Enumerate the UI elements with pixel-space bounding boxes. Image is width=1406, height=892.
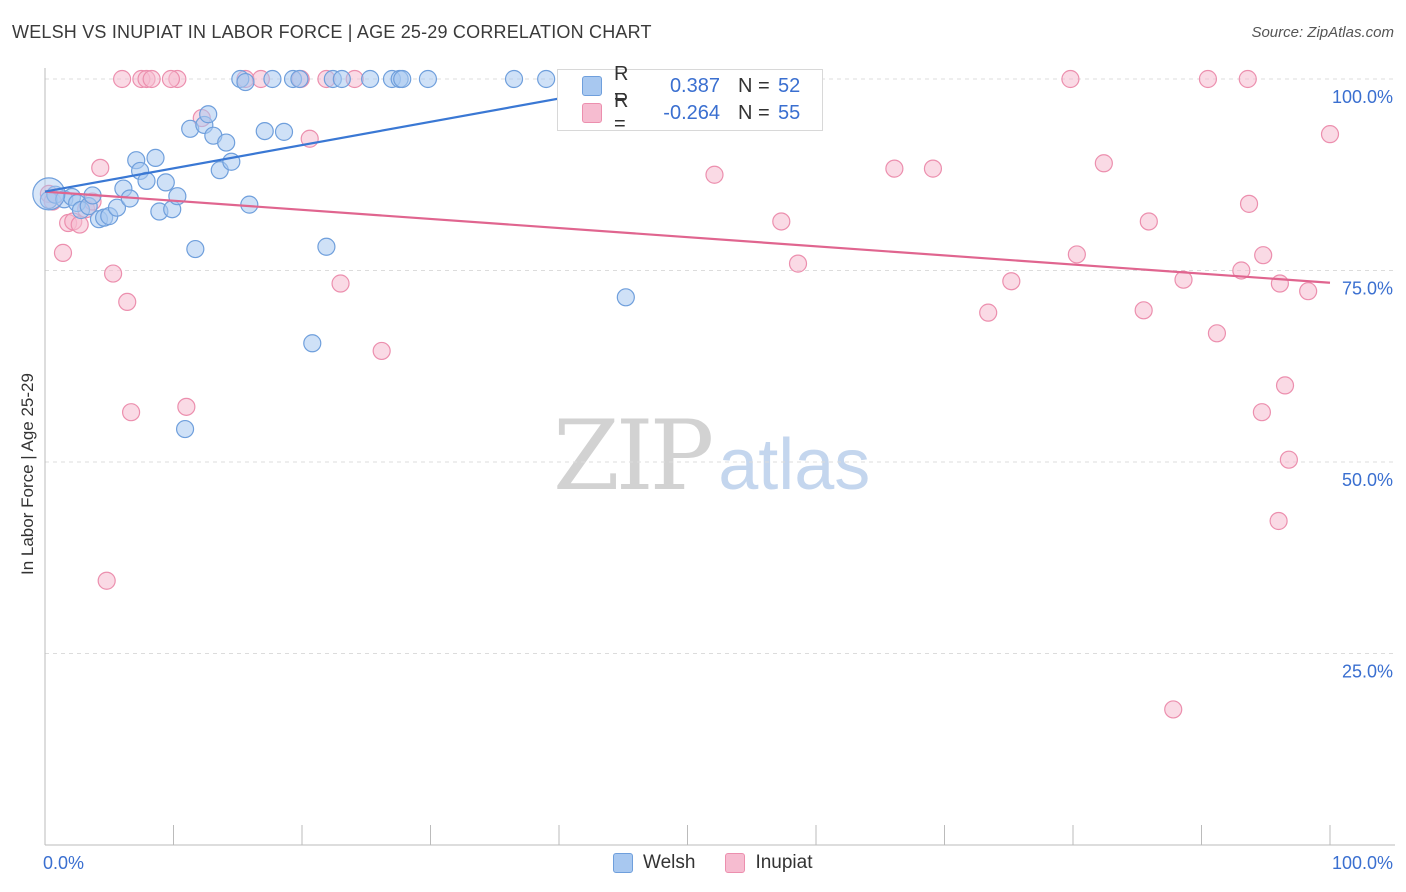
inupiat-point-44 bbox=[1207, 324, 1227, 343]
welsh-point-42 bbox=[332, 69, 351, 89]
inupiat-point-33 bbox=[923, 159, 943, 178]
welsh-point-19 bbox=[156, 173, 175, 192]
series-legend: Welsh Inupiat bbox=[613, 852, 843, 874]
welsh-point-50 bbox=[616, 288, 635, 307]
legend-item-welsh[interactable]: Welsh bbox=[613, 852, 695, 874]
welsh-point-36 bbox=[274, 122, 294, 141]
inupiat-point-10 bbox=[104, 264, 123, 283]
inupiat-point-48 bbox=[1252, 403, 1271, 422]
y-tick-label-75: 75.0% bbox=[1342, 279, 1393, 299]
inupiat-point-9 bbox=[97, 571, 116, 590]
welsh-point-17 bbox=[146, 148, 165, 167]
inupiat-trend-line bbox=[44, 190, 1331, 284]
welsh-point-32 bbox=[236, 72, 255, 92]
welsh-point-35 bbox=[263, 69, 282, 89]
welsh-legend-swatch bbox=[613, 853, 633, 873]
source-label: Source: ZipAtlas.com bbox=[1251, 24, 1394, 41]
inupiat-point-11 bbox=[112, 69, 132, 89]
inupiat-r-value: -0.264 bbox=[663, 101, 720, 124]
inupiat-legend-label: Inupiat bbox=[755, 852, 813, 873]
welsh-point-11 bbox=[107, 198, 127, 217]
y-axis-title: In Labor Force | Age 25-29 bbox=[18, 373, 37, 575]
legend-row-welsh: R = 0.387 N = 52 bbox=[582, 63, 801, 108]
inupiat-point-53 bbox=[1279, 450, 1298, 469]
inupiat-point-55 bbox=[1320, 125, 1340, 144]
y-tick-label-50: 50.0% bbox=[1342, 470, 1393, 490]
y-tick-label-100: 100.0% bbox=[1332, 87, 1393, 107]
inupiat-point-45 bbox=[1232, 261, 1251, 280]
inupiat-point-18 bbox=[161, 69, 181, 89]
y-tick-label-25: 25.0% bbox=[1342, 662, 1393, 682]
inupiat-point-34 bbox=[979, 303, 998, 322]
inupiat-swatch bbox=[582, 103, 602, 123]
inupiat-point-8 bbox=[91, 158, 110, 177]
welsh-point-48 bbox=[504, 69, 524, 89]
x-tick-label-max: 100.0% bbox=[1332, 853, 1393, 873]
inupiat-point-16 bbox=[142, 69, 161, 89]
welsh-point-39 bbox=[303, 334, 322, 353]
inupiat-point-29 bbox=[705, 165, 724, 184]
welsh-point-29 bbox=[217, 133, 236, 152]
inupiat-point-54 bbox=[1299, 282, 1318, 301]
inupiat-point-52 bbox=[1275, 376, 1295, 395]
inupiat-point-49 bbox=[1254, 246, 1273, 265]
inupiat-point-42 bbox=[1174, 270, 1193, 289]
watermark: ZIP atlas bbox=[553, 400, 870, 512]
inupiat-point-51 bbox=[1270, 274, 1289, 293]
inupiat-point-12 bbox=[118, 292, 137, 312]
inupiat-point-43 bbox=[1198, 69, 1218, 89]
inupiat-point-46 bbox=[1238, 69, 1257, 89]
inupiat-n-label: N = bbox=[738, 101, 770, 124]
inupiat-point-40 bbox=[1139, 212, 1158, 231]
welsh-n-value: 52 bbox=[778, 74, 801, 97]
inupiat-point-41 bbox=[1164, 700, 1183, 719]
inupiat-r-label: R = bbox=[614, 90, 629, 135]
chart-title: WELSH VS INUPIAT IN LABOR FORCE | AGE 25… bbox=[12, 22, 652, 42]
welsh-point-26 bbox=[199, 105, 218, 124]
watermark-atlas: atlas bbox=[718, 425, 871, 505]
inupiat-point-2 bbox=[53, 243, 73, 262]
watermark-zip: ZIP bbox=[553, 400, 714, 512]
inupiat-n-value: 55 bbox=[778, 101, 801, 124]
welsh-point-34 bbox=[255, 121, 274, 141]
welsh-n-label: N = bbox=[738, 74, 770, 97]
welsh-point-22 bbox=[175, 419, 195, 439]
inupiat-point-50 bbox=[1269, 511, 1288, 531]
inupiat-point-38 bbox=[1094, 154, 1113, 173]
inupiat-point-26 bbox=[331, 274, 350, 293]
inupiat-point-39 bbox=[1134, 301, 1153, 320]
welsh-swatch bbox=[582, 76, 602, 96]
inupiat-point-37 bbox=[1067, 245, 1086, 264]
welsh-point-49 bbox=[537, 69, 556, 89]
inupiat-point-32 bbox=[885, 159, 904, 178]
inupiat-point-31 bbox=[788, 254, 808, 273]
welsh-r-label: R = bbox=[614, 63, 629, 108]
inupiat-legend-swatch bbox=[725, 853, 746, 873]
correlation-legend: R = 0.387 N = 52 R = -0.264 N = 55 bbox=[557, 63, 823, 135]
inupiat-point-36 bbox=[1061, 69, 1080, 89]
inupiat-point-35 bbox=[1002, 272, 1021, 291]
inupiat-point-47 bbox=[1239, 194, 1259, 213]
x-tick-label-min: 0.0% bbox=[43, 853, 84, 873]
welsh-point-38 bbox=[290, 69, 309, 89]
legend-row-inupiat: R = -0.264 N = 55 bbox=[582, 90, 801, 135]
welsh-legend-label: Welsh bbox=[643, 852, 696, 873]
inupiat-point-28 bbox=[372, 341, 391, 361]
inupiat-point-30 bbox=[772, 212, 791, 231]
welsh-point-24 bbox=[186, 239, 205, 259]
welsh-point-40 bbox=[317, 237, 336, 256]
welsh-cluster-point bbox=[32, 177, 66, 211]
legend-item-inupiat[interactable]: Inupiat bbox=[725, 852, 813, 874]
welsh-point-47 bbox=[418, 69, 438, 89]
inupiat-point-13 bbox=[121, 403, 141, 422]
inupiat-point-19 bbox=[177, 397, 196, 416]
welsh-point-46 bbox=[393, 69, 412, 89]
welsh-point-43 bbox=[361, 69, 380, 89]
welsh-r-value: 0.387 bbox=[669, 74, 720, 97]
